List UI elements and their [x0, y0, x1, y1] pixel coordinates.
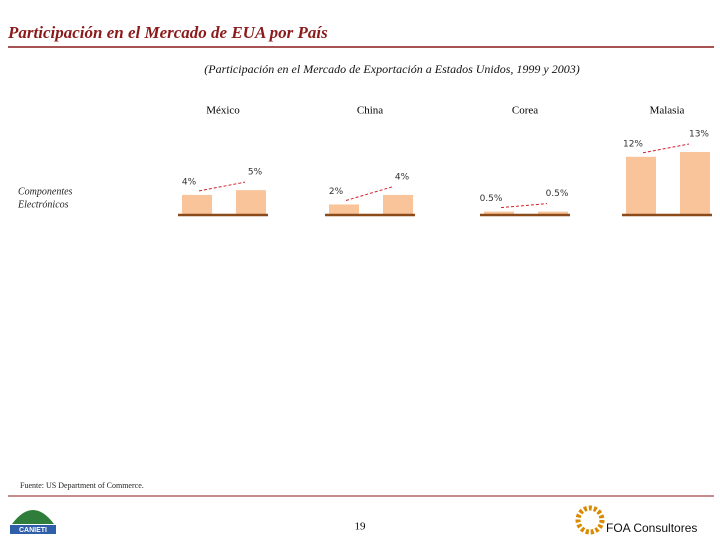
bar	[182, 194, 212, 214]
value-label: 2%	[329, 187, 344, 197]
chart-title: Corea	[512, 105, 538, 117]
page-number: 19	[355, 521, 367, 533]
bar	[236, 190, 266, 214]
value-label: 5%	[248, 168, 263, 178]
chart-title: Malasia	[650, 105, 685, 117]
logo-text: CANIETI	[19, 527, 47, 534]
bar	[383, 194, 413, 214]
value-label: 13%	[689, 130, 709, 140]
trend-line	[198, 181, 246, 192]
logo-band	[10, 525, 56, 534]
brand-logo: FOA Consultores	[575, 505, 697, 535]
bar	[626, 156, 656, 214]
row-label: Electrónicos	[17, 199, 69, 210]
chart-title: China	[357, 105, 383, 117]
bar	[680, 152, 710, 214]
brand-name: FOA Consultores	[606, 521, 697, 535]
subtitle: (Participación en el Mercado de Exportac…	[204, 62, 580, 76]
bar	[538, 211, 568, 214]
logo-shape	[12, 510, 54, 524]
source-note: Fuente: US Department of Commerce.	[20, 481, 144, 490]
value-label: 0.5%	[480, 194, 503, 204]
trend-line	[500, 203, 548, 209]
logo: CANIETI	[10, 510, 56, 534]
value-label: 12%	[623, 139, 643, 149]
value-label: 0.5%	[546, 189, 569, 199]
trend-line	[642, 143, 690, 154]
brand-icon	[575, 505, 605, 535]
slide-title: Participación en el Mercado de EUA por P…	[7, 23, 328, 42]
value-label: 4%	[182, 177, 197, 187]
row-label: Componentes	[18, 186, 73, 197]
value-label: 4%	[395, 172, 410, 182]
bar	[329, 204, 359, 214]
trend-line	[345, 186, 393, 201]
bar	[484, 211, 514, 214]
chart-title: México	[206, 105, 240, 117]
